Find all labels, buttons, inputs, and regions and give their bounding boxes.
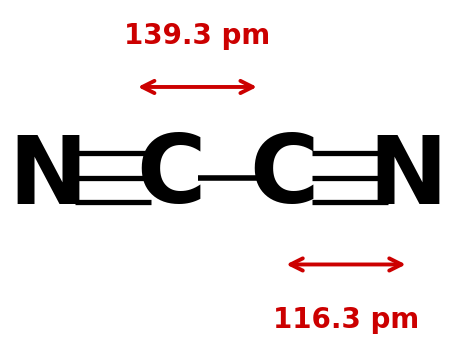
Text: 116.3 pm: 116.3 pm (273, 306, 419, 333)
Text: 139.3 pm: 139.3 pm (124, 22, 270, 49)
Text: N: N (8, 131, 87, 224)
Text: C: C (250, 131, 319, 224)
Text: N: N (368, 131, 447, 224)
Text: C: C (136, 131, 205, 224)
